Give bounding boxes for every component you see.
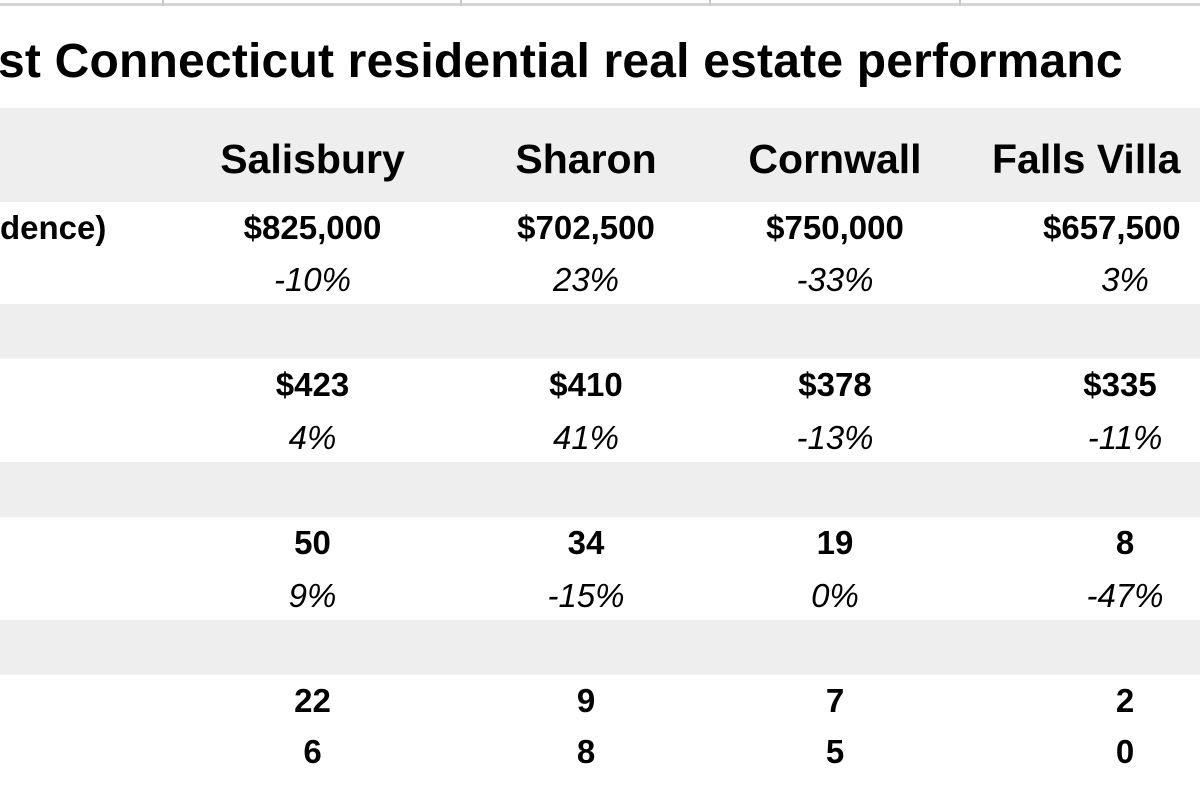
- header-band: [0, 108, 1200, 202]
- section-band: [0, 462, 1200, 517]
- value-cell: 9: [576, 682, 596, 719]
- value-cell: 0: [1115, 733, 1135, 770]
- column-header-falls-village: Falls Villa: [992, 136, 1181, 182]
- pct-change-cell: -33%: [796, 261, 874, 298]
- pct-change-cell: 0%: [811, 577, 859, 614]
- column-header-salisbury: Salisbury: [220, 136, 405, 182]
- pct-change-cell: -10%: [273, 261, 352, 298]
- value-cell: $750,000: [766, 209, 904, 246]
- value-cell: 2: [1115, 682, 1135, 719]
- column-header-sharon: Sharon: [515, 136, 657, 182]
- value-cell: $702,500: [517, 209, 655, 246]
- value-cell: 5: [825, 733, 845, 770]
- column-divider-tick: [709, 0, 711, 6]
- value-cell: 8: [1115, 524, 1135, 561]
- value-cell: 8: [576, 733, 596, 770]
- pct-change-cell: 9%: [288, 577, 337, 614]
- value-cell: 50: [294, 524, 331, 561]
- pct-change-cell: -13%: [796, 419, 874, 456]
- section-band: [0, 304, 1200, 359]
- pct-change-cell: 41%: [552, 419, 620, 456]
- pct-change-cell: -15%: [547, 577, 625, 614]
- value-cell: 22: [294, 682, 331, 719]
- column-divider-tick: [959, 0, 961, 6]
- value-cell: $335: [1083, 366, 1157, 403]
- value-cell: 19: [816, 524, 854, 561]
- table-title: st Connecticut residential real estate p…: [0, 35, 1123, 88]
- top-rule: [0, 3, 1200, 6]
- section-band: [0, 620, 1200, 675]
- pct-change-cell: 23%: [552, 261, 620, 298]
- value-cell: 34: [567, 524, 605, 561]
- value-cell: $423: [275, 366, 350, 403]
- pct-change-cell: -47%: [1086, 577, 1164, 614]
- column-header-cornwall: Cornwall: [748, 136, 922, 182]
- pct-change-cell: 4%: [288, 419, 337, 456]
- value-cell: $657,500: [1043, 209, 1181, 246]
- value-cell: $825,000: [243, 209, 382, 246]
- column-divider-tick: [460, 0, 462, 6]
- value-cell: 7: [825, 682, 845, 719]
- value-cell: $410: [549, 366, 623, 403]
- value-cell: 6: [303, 733, 322, 770]
- pct-change-cell: -11%: [1087, 419, 1163, 456]
- row-label-median-price: dence): [0, 209, 107, 246]
- column-divider-tick: [162, 0, 164, 6]
- pct-change-cell: 3%: [1101, 261, 1149, 298]
- value-cell: $378: [798, 366, 872, 403]
